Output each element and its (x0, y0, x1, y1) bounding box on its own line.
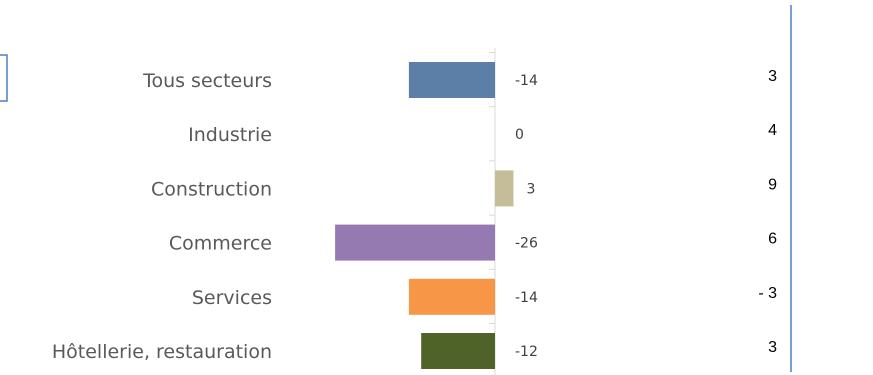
bar-2 (495, 170, 514, 207)
side-value-label: - 3 (758, 285, 777, 302)
bar-4 (408, 278, 495, 315)
category-label: Hôtellerie, restauration (52, 341, 272, 363)
left-frame-edge (0, 54, 8, 102)
category-label: Industrie (188, 124, 272, 146)
category-label: Tous secteurs (142, 70, 272, 92)
bar-3 (335, 224, 495, 261)
value-label: 3 (526, 181, 535, 197)
side-value-label: 6 (768, 231, 777, 248)
value-label: -14 (515, 290, 538, 306)
value-label: -26 (515, 236, 538, 252)
category-label: Commerce (169, 233, 272, 255)
value-label: -14 (515, 73, 538, 89)
value-label: 0 (515, 127, 524, 143)
category-label: Services (192, 287, 272, 309)
side-value-label: 4 (768, 122, 777, 139)
side-value-label: 3 (768, 68, 777, 85)
side-value-label: 9 (768, 176, 777, 193)
category-label: Construction (151, 178, 272, 200)
bar-0 (408, 62, 495, 98)
bar-5 (421, 333, 495, 369)
side-value-label: 3 (768, 339, 777, 356)
value-label: -12 (515, 344, 538, 360)
